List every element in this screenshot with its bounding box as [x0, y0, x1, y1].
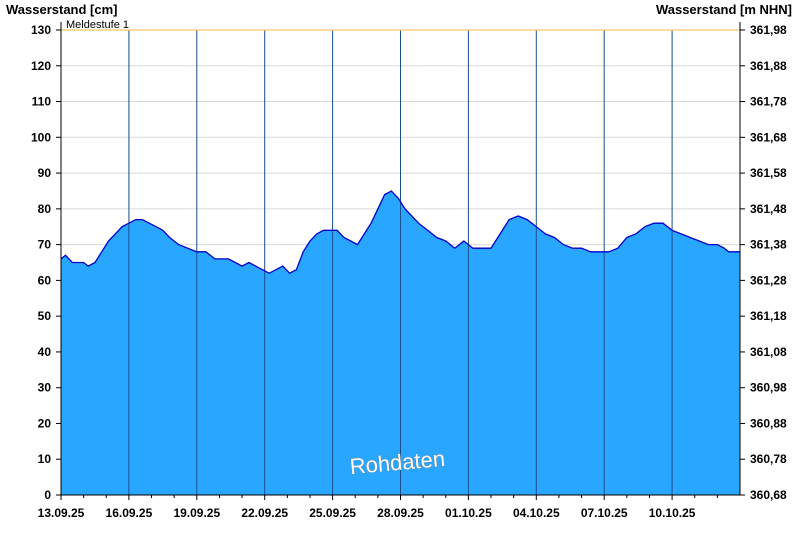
right-y-axis-ticks: 360,68 360,78 360,88 360,98 361,08 361,18 361,… — [740, 23, 787, 502]
right-tick-label-13: 361,98 — [750, 23, 787, 37]
x-tick-label-7: 04.10.25 — [513, 506, 560, 520]
x-tick-label-0: 13.09.25 — [38, 506, 85, 520]
right-tick-label-12: 361,88 — [750, 59, 787, 73]
right-tick-label-8: 361,48 — [750, 202, 787, 216]
water-level-line — [60, 190, 740, 274]
left-tick-label-5: 50 — [38, 309, 52, 323]
x-tick-label-6: 01.10.25 — [445, 506, 492, 520]
left-tick-label-2: 20 — [38, 416, 52, 430]
right-tick-label-1: 360,78 — [750, 452, 787, 466]
right-tick-label-0: 360,68 — [750, 488, 787, 502]
x-axis-ticks: 13.09.25 16.09.25 19.09.25 22.09.25 25.09.25… — [38, 495, 718, 520]
right-tick-label-7: 361,38 — [750, 238, 787, 252]
x-tick-label-4: 25.09.25 — [309, 506, 356, 520]
left-tick-label-10: 100 — [31, 130, 51, 144]
right-tick-label-3: 360,98 — [750, 381, 787, 395]
right-tick-label-6: 361,28 — [750, 273, 787, 287]
left-tick-label-12: 120 — [31, 59, 51, 73]
right-axis-title: Wasserstand [m NHN] — [656, 2, 792, 17]
left-tick-label-7: 70 — [38, 238, 52, 252]
x-tick-label-5: 28.09.25 — [377, 506, 424, 520]
right-tick-label-9: 361,58 — [750, 166, 787, 180]
left-tick-label-8: 80 — [38, 202, 52, 216]
right-tick-label-10: 361,68 — [750, 130, 787, 144]
x-tick-label-9: 10.10.25 — [649, 506, 696, 520]
x-tick-label-8: 07.10.25 — [581, 506, 628, 520]
left-tick-label-11: 110 — [32, 95, 52, 109]
day-separator-lines — [128, 30, 673, 495]
left-tick-label-0: 0 — [44, 488, 51, 502]
left-tick-label-4: 40 — [38, 345, 52, 359]
left-tick-label-1: 10 — [38, 452, 52, 466]
right-tick-label-5: 361,18 — [750, 309, 787, 323]
x-tick-label-3: 22.09.25 — [241, 506, 288, 520]
threshold-label: Meldestufe 1 — [66, 19, 129, 31]
x-tick-label-1: 16.09.25 — [106, 506, 153, 520]
right-tick-label-11: 361,78 — [750, 95, 787, 109]
right-tick-label-4: 361,08 — [750, 345, 787, 359]
right-tick-label-2: 360,88 — [750, 416, 787, 430]
left-tick-label-6: 60 — [38, 273, 52, 287]
left-y-axis-ticks: 0 10 20 30 40 50 60 70 80 90 100 110 120 130 — [31, 23, 61, 502]
x-tick-label-2: 19.09.25 — [173, 506, 220, 520]
left-tick-label-9: 90 — [38, 166, 52, 180]
left-tick-label-3: 30 — [38, 381, 52, 395]
left-tick-label-13: 130 — [31, 23, 51, 37]
left-axis-title: Wasserstand [cm] — [6, 2, 118, 17]
